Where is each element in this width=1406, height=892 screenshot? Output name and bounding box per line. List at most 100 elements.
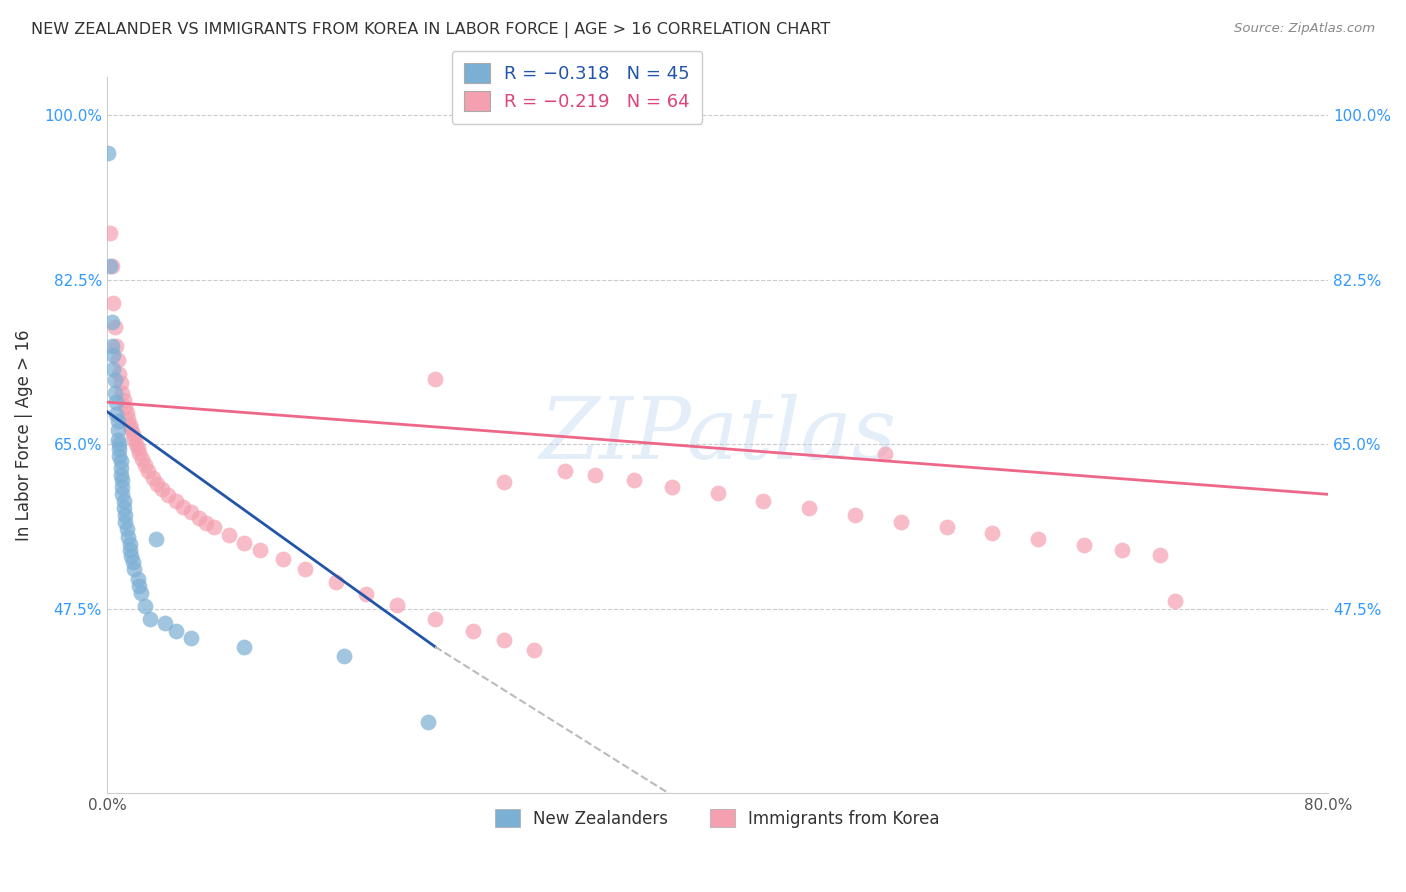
Point	[136, 464, 159, 478]
Point	[523, 642, 546, 657]
Point	[108, 367, 131, 381]
Point	[134, 599, 156, 614]
Point	[180, 632, 202, 646]
Point	[890, 515, 912, 529]
Point	[105, 408, 128, 422]
Point	[134, 458, 156, 472]
Point	[981, 525, 1004, 540]
Point	[101, 362, 124, 376]
Point	[118, 537, 141, 551]
Point	[935, 520, 957, 534]
Point	[233, 536, 256, 550]
Point	[112, 494, 135, 508]
Point	[752, 494, 775, 508]
Point	[111, 487, 134, 501]
Point	[108, 437, 131, 451]
Point	[128, 579, 150, 593]
Point	[623, 473, 645, 487]
Point	[100, 259, 122, 273]
Point	[172, 500, 194, 514]
Point	[385, 599, 408, 613]
Point	[129, 586, 152, 600]
Point	[138, 611, 160, 625]
Point	[706, 486, 728, 500]
Y-axis label: In Labor Force | Age > 16: In Labor Force | Age > 16	[15, 329, 32, 541]
Point	[165, 494, 187, 508]
Point	[105, 395, 128, 409]
Point	[97, 145, 120, 160]
Point	[111, 473, 134, 487]
Text: Source: ZipAtlas.com: Source: ZipAtlas.com	[1234, 22, 1375, 36]
Point	[233, 640, 256, 654]
Point	[105, 338, 128, 352]
Point	[661, 480, 683, 494]
Point	[157, 488, 180, 502]
Point	[844, 508, 866, 522]
Point	[108, 449, 131, 463]
Point	[115, 522, 138, 536]
Point	[122, 555, 145, 569]
Point	[416, 715, 439, 730]
Point	[124, 562, 146, 576]
Point	[117, 412, 139, 426]
Point	[117, 530, 139, 544]
Point	[101, 296, 124, 310]
Point	[124, 432, 146, 446]
Point	[131, 451, 153, 466]
Point	[120, 549, 142, 563]
Point	[100, 315, 122, 329]
Point	[98, 259, 121, 273]
Point	[118, 542, 141, 557]
Point	[107, 352, 129, 367]
Point	[104, 385, 127, 400]
Point	[150, 482, 173, 496]
Point	[115, 406, 138, 420]
Point	[218, 528, 240, 542]
Point	[425, 371, 447, 385]
Legend: New Zealanders, Immigrants from Korea: New Zealanders, Immigrants from Korea	[488, 803, 946, 834]
Point	[107, 433, 129, 447]
Point	[98, 226, 121, 240]
Text: NEW ZEALANDER VS IMMIGRANTS FROM KOREA IN LABOR FORCE | AGE > 16 CORRELATION CHA: NEW ZEALANDER VS IMMIGRANTS FROM KOREA I…	[31, 22, 830, 38]
Point	[153, 616, 176, 631]
Point	[1073, 538, 1095, 552]
Point	[554, 464, 576, 478]
Point	[107, 414, 129, 428]
Point	[114, 515, 136, 529]
Point	[111, 385, 134, 400]
Point	[110, 376, 132, 391]
Point	[463, 624, 485, 638]
Point	[146, 477, 169, 491]
Point	[1149, 548, 1171, 562]
Point	[583, 467, 606, 482]
Point	[104, 319, 127, 334]
Point	[110, 461, 132, 475]
Point	[356, 587, 378, 601]
Point	[104, 374, 127, 388]
Point	[111, 480, 134, 494]
Point	[112, 393, 135, 408]
Point	[128, 446, 150, 460]
Point	[114, 400, 136, 414]
Point	[114, 508, 136, 522]
Point	[108, 442, 131, 457]
Point	[180, 505, 202, 519]
Point	[332, 649, 354, 664]
Point	[110, 467, 132, 482]
Point	[249, 542, 271, 557]
Point	[1026, 532, 1049, 546]
Point	[492, 475, 515, 489]
Point	[1111, 542, 1133, 557]
Point	[122, 427, 145, 442]
Text: ZIPatlas: ZIPatlas	[538, 393, 896, 476]
Point	[100, 338, 122, 352]
Point	[101, 348, 124, 362]
Point	[107, 423, 129, 437]
Point	[125, 436, 148, 450]
Point	[1164, 593, 1187, 607]
Point	[294, 562, 316, 576]
Point	[425, 613, 447, 627]
Point	[112, 501, 135, 516]
Point	[492, 633, 515, 648]
Point	[145, 532, 167, 546]
